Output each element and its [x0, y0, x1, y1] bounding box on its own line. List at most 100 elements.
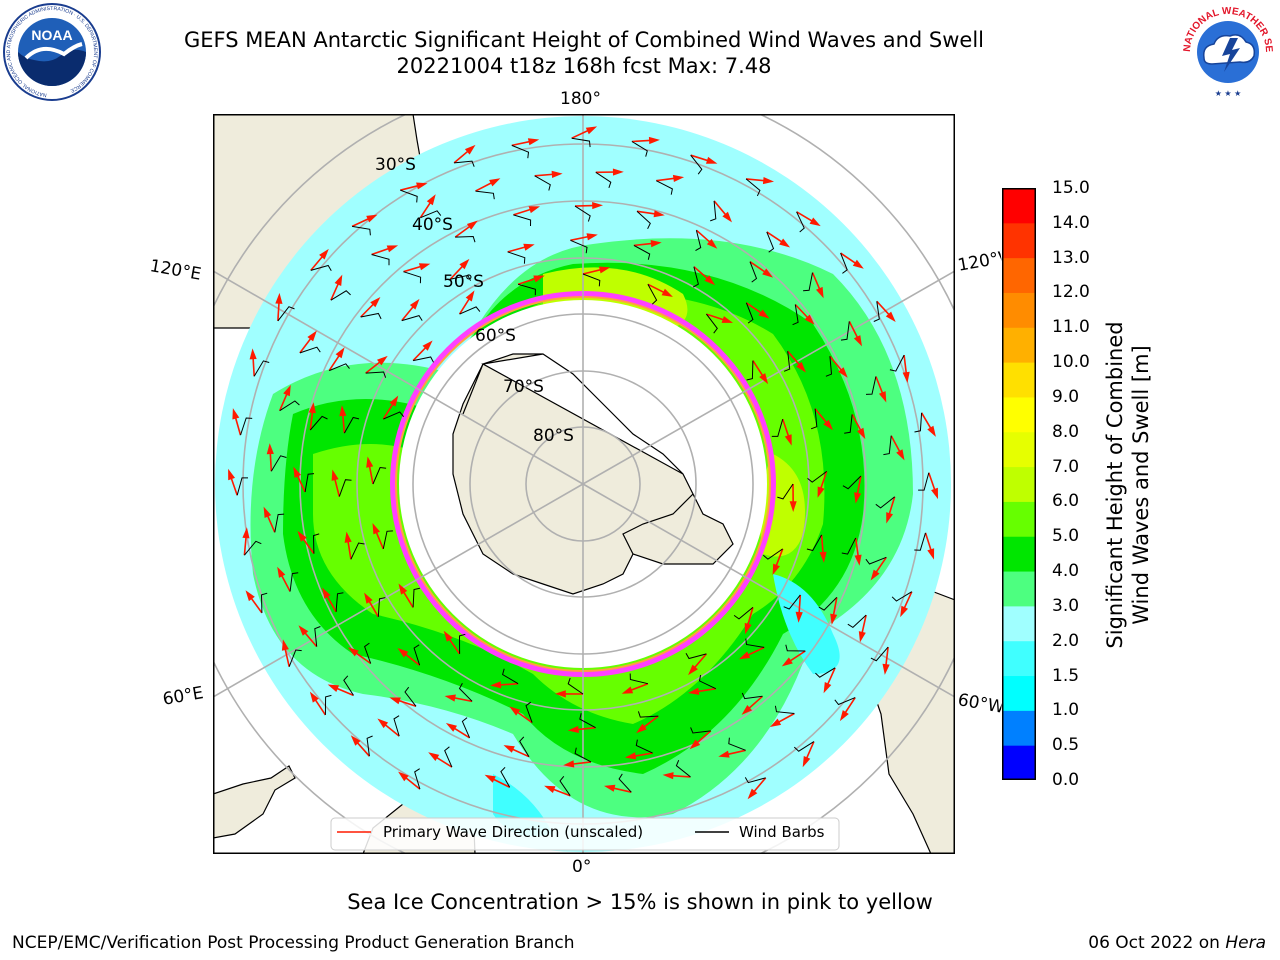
wind-barb	[404, 686, 417, 707]
credit-date: 06 Oct 2022 on Hera	[1088, 933, 1266, 953]
wind-barb	[400, 189, 418, 203]
colorbar-segment	[1002, 257, 1036, 293]
colorbar-tick-label: 14.0	[1052, 212, 1090, 233]
wind-barb	[502, 668, 519, 685]
wind-barb	[372, 466, 387, 485]
wave-direction-arrowhead	[555, 690, 566, 698]
wave-direction-arrowhead	[817, 486, 825, 498]
wave-direction-arrowhead	[769, 718, 782, 727]
wave-direction-arrowhead	[804, 314, 815, 325]
meridian-60e	[213, 483, 584, 698]
wind-barb	[343, 675, 354, 696]
wave-direction-arrowhead	[344, 531, 352, 543]
wave-direction-arrowhead	[662, 772, 674, 780]
wind-barb	[338, 479, 352, 497]
wind-barb	[745, 638, 765, 648]
chart-title: GEFS MEAN Antarctic Significant Height o…	[183, 28, 985, 52]
wind-barb	[329, 363, 350, 372]
wave-direction-arrowhead	[426, 194, 436, 206]
wave-direction-arrowhead	[621, 686, 634, 694]
colorbar-segment	[1002, 640, 1036, 677]
map-panel: 30°S 40°S 50°S 60°S 70°S 80°S Primary Wa…	[213, 114, 955, 854]
wave-direction-arrowhead	[688, 687, 700, 695]
wave-direction-arrowhead	[416, 182, 428, 190]
colorbar-segment	[1002, 571, 1036, 607]
wave-direction-arrowhead	[228, 468, 235, 481]
wave-direction-arrowhead	[592, 202, 603, 210]
colorbar-segment	[1002, 710, 1036, 746]
latitude-label-group: 30°S 40°S 50°S 60°S 70°S 80°S	[375, 155, 574, 446]
wind-barb	[741, 692, 763, 700]
wind-barb	[744, 777, 766, 784]
wave-direction-arrowhead	[364, 592, 373, 604]
wind-barb	[745, 178, 761, 197]
wave-direction-arrowhead	[744, 622, 752, 635]
wind-barb	[525, 701, 533, 723]
wave-direction-arrowhead	[297, 530, 307, 542]
wave-direction-arrowhead	[484, 774, 496, 783]
wind-barb	[685, 653, 707, 660]
wind-barb	[571, 137, 591, 148]
wind-barb	[444, 746, 453, 768]
wind-barb	[629, 673, 649, 685]
wind-barb	[236, 477, 248, 496]
wave-direction-arrowhead	[281, 639, 289, 651]
wave-direction-arrowhead	[544, 785, 556, 793]
wind-barb	[299, 346, 321, 354]
colorbar-segment	[1002, 327, 1036, 363]
wave-direction-arrowhead	[339, 405, 347, 417]
wave-direction-arrowhead	[604, 784, 616, 792]
wind-barb	[914, 532, 926, 551]
wave-direction-arrowhead	[857, 427, 866, 440]
wind-barb	[698, 674, 717, 690]
wave-direction-arrowhead	[612, 168, 624, 176]
wave-direction-arrowhead	[275, 292, 283, 304]
wave-direction-arrowhead	[853, 335, 862, 347]
wind-barb	[570, 239, 588, 254]
wave-direction-arrowhead	[309, 691, 319, 703]
wind-barb	[746, 360, 754, 381]
wind-barb	[595, 171, 612, 189]
map-frame	[213, 114, 955, 854]
wind-barb	[834, 697, 856, 706]
wind-barb	[637, 711, 659, 718]
wind-barb	[352, 225, 371, 236]
wave-direction-arrowhead	[245, 590, 255, 602]
wind-barb	[312, 533, 320, 554]
credit-branch: NCEP/EMC/Verification Post Processing Pr…	[12, 933, 575, 953]
wind-barb	[766, 231, 775, 253]
wave-direction-arrowhead	[322, 587, 331, 599]
colorbar-tick-label: 1.5	[1052, 665, 1080, 686]
wave-direction-arrowhead	[858, 631, 866, 643]
wind-barb	[365, 371, 387, 378]
meridian-120w	[582, 270, 955, 485]
wave-direction-arrowhead	[927, 548, 935, 560]
colorbar-segment	[1002, 188, 1036, 224]
wave-direction-arrowhead	[706, 238, 718, 249]
colorbar-tick-label: 13.0	[1052, 247, 1090, 268]
wind-barb	[458, 683, 473, 702]
wind-barb	[310, 264, 332, 271]
wave-direction-arrowhead	[528, 206, 540, 214]
colorbar-tick-label: 1.0	[1052, 700, 1080, 721]
wind-barb	[412, 356, 434, 363]
wave-direction-arrowhead	[885, 311, 896, 322]
wind-barb	[806, 534, 823, 552]
wind-barb	[865, 376, 877, 395]
wave-direction-arrowhead	[741, 705, 753, 715]
wave-direction-arrowhead	[350, 735, 361, 746]
wave-direction-arrowhead	[819, 551, 827, 563]
wave-direction-arrowhead	[598, 266, 611, 274]
wind-barb	[695, 230, 702, 252]
wind-barb	[818, 597, 838, 611]
wave-direction-arrowhead	[459, 258, 470, 270]
colorbar-tick-label: 3.0	[1052, 595, 1080, 616]
wave-direction-arrowhead	[465, 290, 475, 302]
colorbar-tick-label: 12.0	[1052, 282, 1090, 303]
wave-direction-arrowhead	[823, 682, 832, 694]
colorbar-segment	[1002, 466, 1036, 502]
wave-direction-arrowhead	[796, 361, 806, 373]
wind-barb	[314, 626, 321, 647]
wave-direction-arrowhead	[366, 214, 378, 223]
wind-barb	[450, 274, 472, 281]
